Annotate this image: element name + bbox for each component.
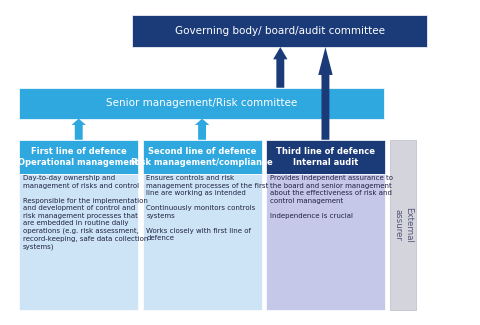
Text: Ensures controls and risk
management processes of the first
line are working as : Ensures controls and risk management pro… (146, 175, 269, 241)
Text: Governing body/ board/audit committee: Governing body/ board/audit committee (175, 26, 384, 36)
Text: Third line of defence
Internal audit: Third line of defence Internal audit (276, 147, 375, 166)
FancyBboxPatch shape (390, 140, 416, 310)
Text: External
assurer: External assurer (393, 207, 413, 243)
Text: Provides independent assurance to
the board and senior management
about the effe: Provides independent assurance to the bo… (270, 175, 393, 219)
FancyBboxPatch shape (143, 174, 262, 310)
FancyArrow shape (318, 47, 333, 140)
FancyArrow shape (195, 119, 209, 140)
FancyArrow shape (273, 47, 288, 88)
FancyBboxPatch shape (19, 174, 138, 310)
Text: Day-to-day ownership and
management of risks and control

Responsible for the im: Day-to-day ownership and management of r… (23, 175, 148, 250)
FancyBboxPatch shape (132, 15, 427, 47)
Text: Second line of defence
Risk management/compliance: Second line of defence Risk management/c… (131, 147, 273, 166)
FancyBboxPatch shape (19, 88, 384, 119)
FancyBboxPatch shape (266, 140, 385, 174)
Text: First line of defence
Operational management: First line of defence Operational manage… (18, 147, 139, 166)
Text: Senior management/Risk committee: Senior management/Risk committee (106, 98, 297, 108)
FancyBboxPatch shape (266, 174, 385, 310)
FancyArrow shape (72, 119, 86, 140)
FancyBboxPatch shape (143, 140, 262, 174)
FancyBboxPatch shape (19, 140, 138, 174)
